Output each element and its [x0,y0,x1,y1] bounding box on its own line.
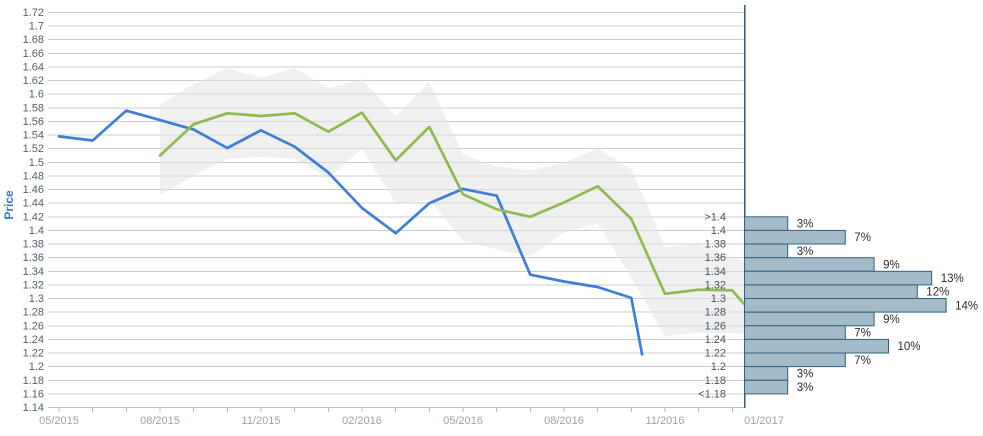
histogram-bar [744,216,789,231]
y-tick-label: 1.3 [29,293,44,305]
y-tick-label: 1.52 [23,143,44,155]
bin-boundary-label: 1.34 [705,266,726,278]
histogram-bar [744,243,789,259]
y-tick-label: 1.18 [23,375,44,387]
bin-boundary-label: 1.22 [705,348,726,360]
y-tick-label: 1.66 [23,48,44,60]
bin-boundary-label: 1.32 [705,279,726,291]
y-tick-label: 1.6 [29,89,44,101]
y-tick-label: 1.28 [23,307,44,319]
y-tick-label: 1.36 [23,252,44,264]
histogram-bar [744,325,846,340]
bin-boundary-label: 1.3 [711,293,726,305]
y-tick-label: 1.32 [23,279,44,291]
y-tick-label: 1.7 [29,21,44,33]
forecast-confidence-band [160,68,745,337]
y-tick-label: 1.2 [29,361,44,373]
bin-boundary-label: 1.38 [705,239,726,251]
bin-boundary-label: 1.24 [705,334,726,346]
bin-boundary-label: 1.28 [705,307,726,319]
bar-value-label: 3% [797,219,814,231]
histogram-bar [744,284,918,299]
histogram-bar [744,366,789,381]
y-tick-label: 1.58 [23,102,44,114]
y-tick-label: 1.22 [23,348,44,360]
y-tick-label: 1.56 [23,116,44,128]
bar-value-label: 3% [797,246,814,258]
y-tick-label: 1.42 [23,211,44,223]
y-tick-label: 1.16 [23,388,44,400]
y-tick-label: 1.62 [23,75,44,87]
price-forecast-line [158,111,746,306]
bar-value-label: 3% [797,382,814,394]
x-tick-label: 11/2015 [242,415,281,427]
bar-value-label: 14% [955,300,978,312]
y-tick-label: 1.68 [23,34,44,46]
histogram-bar [744,379,789,395]
x-tick-label: 11/2016 [646,415,685,427]
histogram-x-label: 01/2017 [744,415,784,427]
bar-value-label: 10% [898,341,921,353]
y-tick-label: 1.24 [23,334,44,346]
price-history-line [57,109,644,356]
bar-value-label: 7% [854,328,871,340]
y-axis-title: Price [2,190,16,220]
y-tick-label: 1.48 [23,170,44,182]
y-tick-label: 1.46 [23,184,44,196]
y-tick-label: 1.64 [23,61,44,73]
histogram-bar [744,338,889,354]
y-tick-label: 1.5 [29,157,44,169]
histogram-bar [744,298,947,313]
y-tick-label: 1.26 [23,320,44,332]
bar-value-label: 7% [854,232,871,244]
bar-value-label: 13% [941,273,964,285]
x-tick-label: 05/2016 [443,415,483,427]
bin-boundary-label: 1.18 [705,375,726,387]
x-tick-label: 05/2015 [39,415,79,427]
bin-boundary-label: 1.36 [705,252,726,264]
histogram-bar [744,229,846,245]
y-tick-label: 1.38 [23,239,44,251]
y-tick-label: 1.54 [23,130,44,142]
y-tick-label: 1.14 [23,402,44,414]
x-tick-label: 02/2016 [342,415,382,427]
bar-value-label: 12% [926,287,949,299]
bar-value-label: 9% [883,260,900,272]
bar-value-label: 3% [797,368,814,380]
histogram-bar [744,257,875,272]
bar-value-label: 7% [854,355,871,367]
y-tick-label: 1.34 [23,266,44,278]
y-tick-label: 1.4 [29,225,44,237]
y-tick-label: 1.72 [23,7,44,19]
y-tick-label: 1.44 [23,198,44,210]
x-tick-label: 08/2015 [140,415,180,427]
bin-boundary-label: <1.18 [698,388,726,400]
histogram-bar [744,352,846,368]
bin-boundary-label: 1.4 [711,225,726,237]
bin-boundary-label: 1.2 [711,361,726,373]
histogram-bar [744,270,933,286]
histogram-bar [744,311,875,327]
x-tick-label: 08/2016 [544,415,584,427]
bin-boundary-label: 1.26 [705,320,726,332]
bar-value-label: 9% [883,314,900,326]
bin-boundary-label: >1.4 [704,211,726,223]
